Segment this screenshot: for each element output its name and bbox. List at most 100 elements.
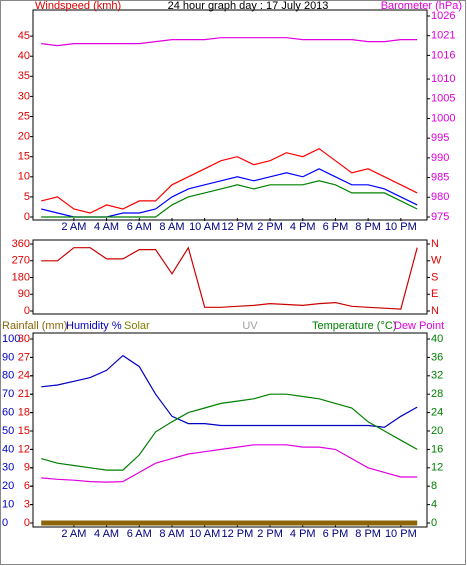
x-tick-label: 4 PM bbox=[290, 528, 316, 540]
legend-entry: Dew Point bbox=[394, 320, 444, 332]
y3-tick-label: 0 bbox=[24, 517, 30, 529]
y-tick-label: 360 bbox=[12, 238, 30, 250]
y-tick-label: 90 bbox=[18, 288, 30, 300]
y3-tick-label: 27 bbox=[18, 351, 30, 363]
x-tick-label: 8 PM bbox=[355, 528, 381, 540]
y-tick-label: 30 bbox=[2, 462, 14, 474]
legend-entry: Temperature (°C) bbox=[312, 320, 396, 332]
series-line bbox=[41, 180, 418, 218]
y3-tick-label: 21 bbox=[18, 388, 30, 400]
wind-panel-box bbox=[32, 9, 428, 221]
x-tick-label: 2 PM bbox=[257, 221, 283, 233]
y3-tick-label: 15 bbox=[18, 425, 30, 437]
y2-tick-label: 1026 bbox=[431, 10, 455, 22]
x-tick-label: 10 PM bbox=[385, 221, 417, 233]
y2-tick-label: 975 bbox=[431, 211, 449, 223]
y-tick-label: 20 bbox=[18, 131, 30, 143]
x-tick-label: 10 AM bbox=[189, 221, 220, 233]
y2-tick-label: 8 bbox=[431, 480, 437, 492]
y-tick-label: 80 bbox=[2, 370, 14, 382]
x-tick-label: 4 AM bbox=[94, 528, 119, 540]
y-tick-label: 180 bbox=[12, 271, 30, 283]
y2-tick-label: N bbox=[431, 238, 439, 250]
y2-tick-label: 24 bbox=[431, 407, 443, 419]
y2-tick-label: 1005 bbox=[431, 93, 455, 105]
series-line bbox=[41, 37, 418, 47]
y2-tick-label: 1021 bbox=[431, 30, 455, 42]
y-tick-label: 0 bbox=[24, 211, 30, 223]
x-tick-label: 2 PM bbox=[257, 528, 283, 540]
y-tick-label: 10 bbox=[18, 171, 30, 183]
y-tick-label: 40 bbox=[2, 443, 14, 455]
y2-tick-label: 0 bbox=[431, 517, 437, 529]
y-tick-label: 50 bbox=[2, 425, 14, 437]
y2-tick-label: W bbox=[431, 255, 442, 267]
windspeed-label: Windspeed (kmh) bbox=[35, 0, 121, 12]
y2-tick-label: 16 bbox=[431, 443, 443, 455]
y2-tick-label: 32 bbox=[431, 370, 443, 382]
x-tick-label: 8 PM bbox=[355, 221, 381, 233]
y3-tick-label: 6 bbox=[24, 480, 30, 492]
x-tick-label: 6 AM bbox=[127, 221, 152, 233]
barometer-label: Barometer (hPa) bbox=[381, 0, 462, 12]
legend-entry: Rainfall (mm) bbox=[2, 320, 67, 332]
x-tick-label: 6 PM bbox=[323, 528, 349, 540]
x-tick-label: 10 AM bbox=[189, 528, 220, 540]
y3-tick-label: 9 bbox=[24, 462, 30, 474]
y2-tick-label: 980 bbox=[431, 191, 449, 203]
y3-tick-label: 18 bbox=[18, 407, 30, 419]
series-line bbox=[41, 393, 418, 471]
y2-tick-label: S bbox=[431, 271, 438, 283]
y2-tick-label: N bbox=[431, 305, 439, 317]
y2-tick-label: 990 bbox=[431, 152, 449, 164]
x-tick-label: 4 PM bbox=[290, 221, 316, 233]
legend-entry-inactive: UV bbox=[242, 320, 258, 332]
y-tick-label: 70 bbox=[2, 388, 14, 400]
y-tick-label: 10 bbox=[2, 499, 14, 511]
y2-tick-label: E bbox=[431, 288, 438, 300]
x-tick-label: 12 PM bbox=[221, 221, 253, 233]
x-tick-label: 2 AM bbox=[61, 221, 86, 233]
y2-tick-label: 1000 bbox=[431, 112, 455, 124]
y-tick-label: 40 bbox=[18, 50, 30, 62]
series-line bbox=[41, 444, 418, 483]
y-tick-label: 90 bbox=[2, 351, 14, 363]
x-tick-label: 6 PM bbox=[323, 221, 349, 233]
x-tick-label: 12 PM bbox=[221, 528, 253, 540]
y-tick-label: 45 bbox=[18, 30, 30, 42]
y2-tick-label: 40 bbox=[431, 333, 443, 345]
x-tick-label: 8 AM bbox=[159, 221, 184, 233]
temperature-panel-box bbox=[32, 332, 428, 528]
chart-title: 24 hour graph day : 17 July 2013 bbox=[168, 0, 329, 12]
y-tick-label: 15 bbox=[18, 151, 30, 163]
y-tick-label: 0 bbox=[24, 305, 30, 317]
series-line bbox=[41, 354, 418, 428]
x-tick-label: 2 AM bbox=[61, 528, 86, 540]
y-tick-label: 270 bbox=[12, 255, 30, 267]
y2-tick-label: 4 bbox=[431, 499, 437, 511]
y3-tick-label: 12 bbox=[18, 443, 30, 455]
y-tick-label: 30 bbox=[18, 90, 30, 102]
x-tick-label: 8 AM bbox=[159, 528, 184, 540]
y-tick-label: 100 bbox=[2, 333, 20, 345]
series-line bbox=[41, 148, 418, 214]
legend-entry: Humidity % bbox=[66, 320, 122, 332]
y3-tick-label: 30 bbox=[18, 333, 30, 345]
legend-entry-inactive: Solar bbox=[124, 320, 150, 332]
series-line bbox=[41, 246, 418, 310]
y2-tick-label: 1010 bbox=[431, 73, 455, 85]
y-tick-label: 0 bbox=[2, 517, 8, 529]
y-tick-label: 35 bbox=[18, 70, 30, 82]
y2-tick-label: 28 bbox=[431, 388, 443, 400]
y3-tick-label: 3 bbox=[24, 499, 30, 511]
y-tick-label: 20 bbox=[2, 480, 14, 492]
y-tick-label: 25 bbox=[18, 110, 30, 122]
y3-tick-label: 24 bbox=[18, 370, 30, 382]
x-tick-label: 10 PM bbox=[385, 528, 417, 540]
y-tick-label: 60 bbox=[2, 407, 14, 419]
y2-tick-label: 995 bbox=[431, 132, 449, 144]
y-tick-label: 5 bbox=[24, 191, 30, 203]
y2-tick-label: 985 bbox=[431, 171, 449, 183]
